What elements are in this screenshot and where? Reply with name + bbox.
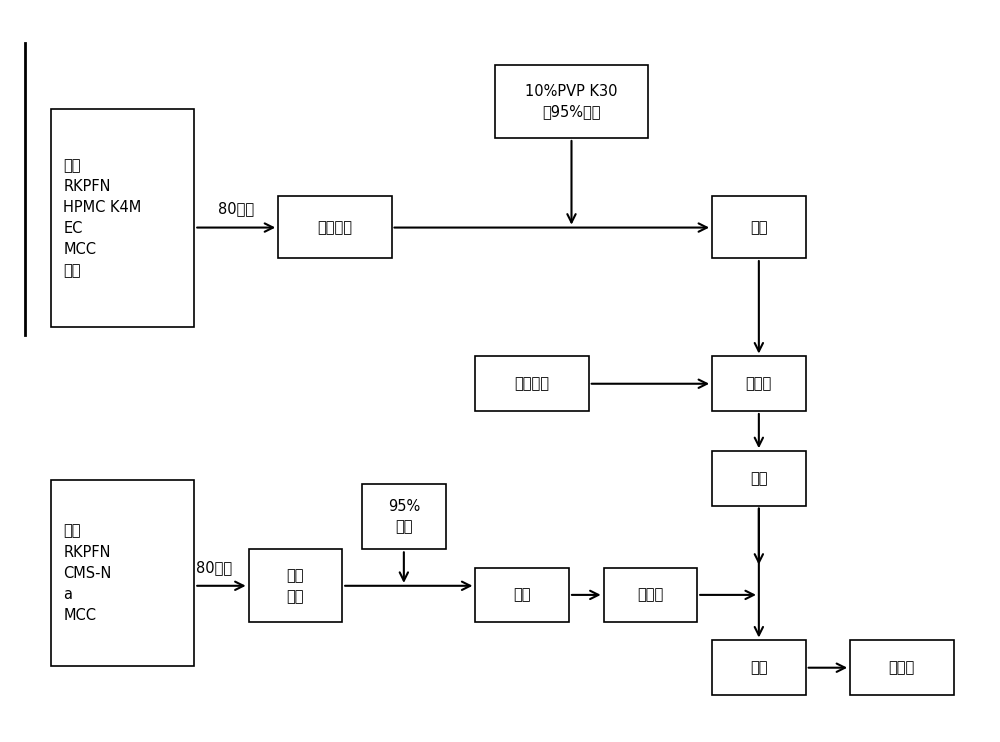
Bar bbox=[712, 356, 806, 411]
Text: 均匀
粉末: 均匀 粉末 bbox=[287, 568, 304, 604]
Bar bbox=[712, 196, 806, 258]
Text: 软材: 软材 bbox=[750, 220, 768, 234]
Bar bbox=[475, 568, 569, 623]
Text: 再压: 再压 bbox=[750, 660, 768, 675]
Bar bbox=[712, 451, 806, 506]
Text: 干颗粒: 干颗粒 bbox=[746, 376, 772, 391]
Text: 均匀粉末: 均匀粉末 bbox=[317, 220, 352, 234]
Text: 软材: 软材 bbox=[513, 588, 531, 603]
Text: 速释
RKPFN
CMS-N
a
MCC: 速释 RKPFN CMS-N a MCC bbox=[63, 524, 112, 623]
Text: 80目筛: 80目筛 bbox=[218, 202, 254, 217]
Text: 95%
乙醇: 95% 乙醇 bbox=[388, 499, 420, 535]
Text: 干颗粒: 干颗粒 bbox=[637, 588, 664, 603]
Text: 硬脂酸镁: 硬脂酸镁 bbox=[515, 376, 550, 391]
Bar bbox=[51, 109, 194, 327]
Bar bbox=[249, 549, 342, 623]
Bar bbox=[51, 480, 194, 666]
Bar bbox=[475, 356, 589, 411]
Text: 预压: 预压 bbox=[750, 471, 768, 486]
Text: 10%PVP K30
的95%乙醇: 10%PVP K30 的95%乙醇 bbox=[525, 84, 618, 119]
Bar bbox=[850, 640, 954, 695]
Bar bbox=[604, 568, 697, 623]
Bar bbox=[362, 484, 446, 549]
Bar bbox=[495, 65, 648, 138]
Bar bbox=[278, 196, 392, 258]
Text: 缓释
RKPFN
HPMC K4M
EC
MCC
乳糖: 缓释 RKPFN HPMC K4M EC MCC 乳糖 bbox=[63, 158, 141, 278]
Text: 80目筛: 80目筛 bbox=[196, 560, 232, 575]
Text: 双层片: 双层片 bbox=[889, 660, 915, 675]
Bar bbox=[712, 640, 806, 695]
